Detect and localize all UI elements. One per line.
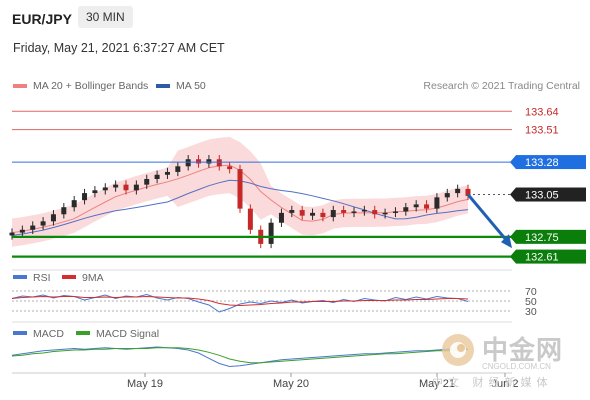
- candle-body: [92, 190, 98, 194]
- macd-legend-label: MACD: [33, 328, 64, 340]
- candle-body: [185, 159, 191, 167]
- rsi-line: [11, 293, 469, 313]
- price-label-pointer: [510, 155, 516, 170]
- candle-body: [164, 171, 170, 175]
- price-label: 133.28: [525, 157, 559, 169]
- watermark-logo-icon: [442, 334, 474, 366]
- candle-body: [424, 204, 430, 209]
- candle-body: [330, 210, 336, 218]
- watermark-sub: 中文 财经新媒体: [432, 376, 553, 389]
- credit-label: Research © 2021 Trading Central: [423, 80, 580, 92]
- rsi-legend: RSI 9MA: [13, 272, 104, 284]
- candle-body: [216, 159, 222, 167]
- macd-swatch: [13, 331, 27, 335]
- candle-body: [247, 208, 253, 230]
- candle-body: [403, 207, 409, 212]
- legend-ma50-label: MA 50: [176, 80, 206, 92]
- watermark-url: CNGOLD.COM.CN: [482, 362, 551, 371]
- x-tick-label: May 19: [127, 378, 163, 390]
- chart-header: EUR/JPY 30 MIN: [0, 0, 590, 36]
- candle-body: [299, 210, 305, 216]
- candle-body: [196, 159, 202, 164]
- candle-body: [50, 214, 56, 222]
- x-tick-label: May 20: [273, 378, 309, 390]
- candle-body: [237, 169, 243, 209]
- price-label-bg: [516, 229, 586, 244]
- price-label-pointer: [510, 249, 516, 264]
- candle-body: [320, 212, 326, 218]
- legend-ma20-label: MA 20 + Bollinger Bands: [33, 80, 149, 92]
- price-label-bg: [516, 155, 586, 170]
- candle-body: [434, 197, 440, 209]
- macd-signal-line: [11, 347, 469, 364]
- ma20-swatch: [13, 84, 27, 89]
- candle-body: [19, 229, 25, 233]
- symbol-label: EUR/JPY: [12, 11, 72, 27]
- candle-body: [123, 184, 129, 191]
- legend-ma50: MA 50: [156, 80, 206, 92]
- datetime-label: Friday, May 21, 2021 6:37:27 AM CET: [13, 41, 225, 55]
- candle-body: [413, 204, 419, 208]
- candle-body: [444, 193, 450, 198]
- candle-body: [465, 188, 471, 196]
- candle-body: [40, 221, 46, 226]
- candle-body: [341, 210, 347, 213]
- candle-body: [227, 166, 233, 170]
- price-label-pointer: [510, 187, 516, 202]
- candle-body: [9, 232, 15, 236]
- candle-body: [382, 212, 388, 215]
- ma50-swatch: [156, 84, 170, 89]
- price-label: 133.64: [525, 106, 559, 118]
- rsi-legend-label: RSI: [33, 272, 51, 284]
- candle-body: [206, 159, 212, 164]
- candle-body: [71, 200, 77, 208]
- price-label: 132.75: [525, 232, 559, 244]
- macd-legend: MACD MACD Signal: [13, 328, 159, 340]
- macd-line: [11, 346, 469, 368]
- rsi-ma-legend-label: 9MA: [82, 272, 104, 284]
- price-label: 133.51: [525, 125, 559, 137]
- timeframe-badge[interactable]: 30 MIN: [78, 6, 133, 28]
- x-tick-label: Jun 2: [492, 378, 519, 390]
- candle-body: [144, 179, 150, 185]
- price-label: 132.61: [525, 252, 559, 264]
- candle-body: [372, 210, 378, 215]
- rsi-ma-line: [11, 295, 469, 307]
- candle-body: [154, 174, 160, 179]
- candle-body: [30, 225, 36, 230]
- price-label-pointer: [510, 229, 516, 244]
- candle-body: [113, 184, 119, 188]
- macd-signal-swatch: [76, 331, 90, 335]
- price-label: 133.05: [525, 190, 559, 202]
- candle-body: [351, 211, 357, 213]
- price-label-bg: [516, 249, 586, 264]
- candle-body: [175, 166, 181, 172]
- candle-body: [61, 207, 67, 215]
- candle-body: [392, 211, 398, 213]
- watermark: [440, 330, 580, 390]
- rsi-tick-label: 70: [525, 286, 537, 298]
- macd-signal-legend-label: MACD Signal: [96, 328, 159, 340]
- candle-body: [361, 210, 367, 212]
- price-label-bg: [516, 187, 586, 202]
- candle-body: [289, 210, 295, 213]
- legend-ma20: MA 20 + Bollinger Bands: [13, 80, 148, 92]
- candle-body: [82, 193, 88, 201]
- candle-body: [310, 212, 316, 216]
- candle-body: [102, 187, 108, 191]
- rsi-ma-swatch: [62, 275, 76, 279]
- projection-arrow-line: [466, 193, 510, 244]
- candle-body: [455, 188, 461, 194]
- projection-arrow-head: [501, 234, 512, 249]
- candle-body: [278, 212, 284, 223]
- rsi-swatch: [13, 275, 27, 279]
- watermark-cn: 中金网: [482, 336, 564, 366]
- rsi-tick-label: 30: [525, 306, 537, 318]
- x-tick-label: May 21: [419, 378, 455, 390]
- candle-body: [268, 222, 274, 244]
- candle-body: [133, 184, 139, 191]
- rsi-tick-label: 50: [525, 296, 537, 308]
